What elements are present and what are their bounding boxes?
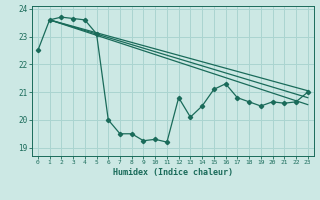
X-axis label: Humidex (Indice chaleur): Humidex (Indice chaleur) [113, 168, 233, 177]
